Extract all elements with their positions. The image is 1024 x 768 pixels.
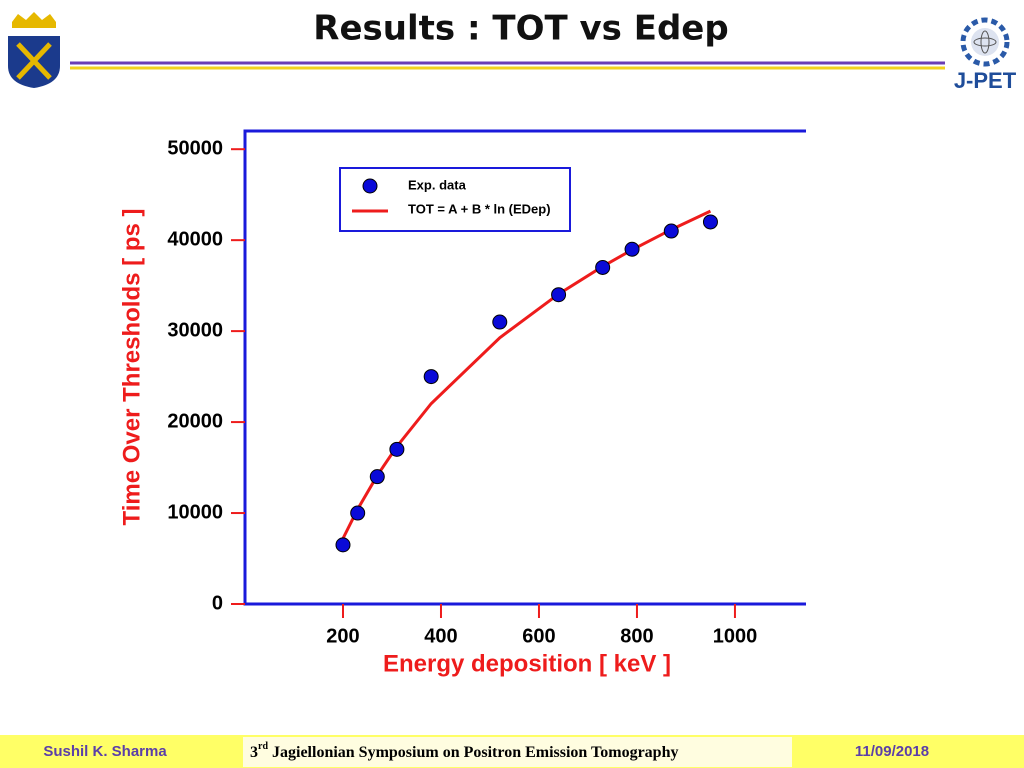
y-tick-label: 30000: [167, 319, 223, 341]
university-crest: [8, 12, 60, 88]
data-point: [663, 223, 679, 239]
footer-suffix: rd: [258, 741, 268, 752]
fit-line: [341, 209, 712, 540]
x-tick-label: 200: [326, 625, 359, 647]
legend-label: Exp. data: [408, 177, 467, 192]
data-point: [624, 241, 640, 257]
data-point: [423, 369, 439, 385]
jpet-logo: J-PET: [954, 17, 1017, 93]
footer-date: 11/09/2018: [855, 743, 929, 760]
data-point: [551, 287, 567, 303]
footer-ordinal: 3: [250, 744, 258, 761]
data-point: [595, 259, 611, 275]
data-point: [369, 469, 385, 485]
legend-box: [339, 167, 571, 232]
x-tick-label: 800: [620, 625, 653, 647]
y-tick-label: 50000: [167, 137, 223, 159]
x-tick-label: 1000: [713, 625, 758, 647]
data-point: [335, 537, 351, 553]
footer-author: Sushil K. Sharma: [43, 743, 167, 760]
chart: 0 10000 20000 30000 40000 50000 200 400 600 800 10…: [118, 129, 806, 677]
footer-event-name: Jagiellonian Symposium on Positron Emiss…: [268, 744, 678, 761]
data-point: [350, 505, 366, 521]
data-point: [492, 314, 508, 330]
data-point: [389, 441, 405, 457]
logo-text: J-PET: [954, 68, 1017, 93]
axis-frame: [243, 129, 806, 606]
footer-box: [243, 737, 792, 767]
slide-title: Results : TOT vs Edep: [313, 9, 728, 49]
y-tick-label: 0: [212, 592, 223, 614]
x-tick-label: 400: [424, 625, 457, 647]
y-tick-label: 20000: [167, 410, 223, 432]
data-point: [702, 214, 718, 230]
y-axis-title: Time Over Thresholds [ ps ]: [118, 209, 145, 526]
y-tick-label: 40000: [167, 228, 223, 250]
legend: Exp. data TOT = A + B * ln (EDep): [339, 167, 571, 232]
legend-marker: [362, 178, 378, 194]
legend-label: TOT = A + B * ln (EDep): [408, 201, 551, 216]
x-tick-label: 600: [522, 625, 555, 647]
x-axis-title: Energy deposition [ keV ]: [383, 650, 671, 677]
footer-event: 3rd Jagiellonian Symposium on Positron E…: [250, 741, 678, 760]
y-tick-label: 10000: [167, 501, 223, 523]
